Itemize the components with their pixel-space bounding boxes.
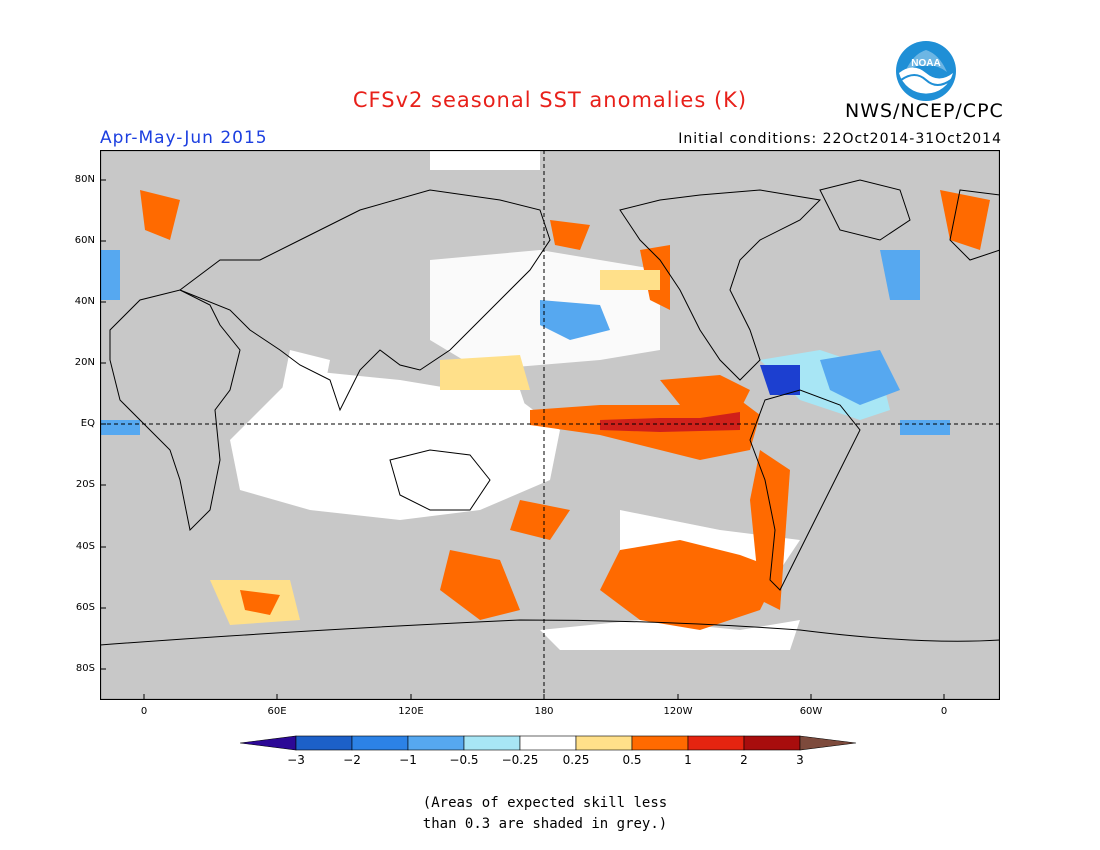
initial-conditions-label: Initial conditions: 22Oct2014-31Oct2014 xyxy=(678,131,1002,147)
lat-label-20s: 20S xyxy=(75,479,95,490)
colorbar-segment xyxy=(743,735,801,751)
footnote-line-1: (Areas of expected skill less xyxy=(422,795,668,811)
lon-label-0: 0 xyxy=(140,706,148,717)
lat-label-40s: 40S xyxy=(75,541,95,552)
colorbar-arrow-low xyxy=(240,735,297,751)
colorbar xyxy=(240,735,857,751)
colorbar-segment xyxy=(463,735,521,751)
warm-anomaly-region xyxy=(140,190,990,630)
colorbar-segment xyxy=(575,735,633,751)
lat-label-eq: EQ xyxy=(80,418,95,429)
lat-label-20n: 20N xyxy=(74,357,95,368)
lat-label-40n: 40N xyxy=(74,296,95,307)
colorbar-tick-label: 0.5 xyxy=(622,753,642,767)
lon-label-180: 180 xyxy=(534,706,554,717)
colorbar-tick-label: −2 xyxy=(343,753,361,767)
colorbar-tick-label: 3 xyxy=(796,753,804,767)
lon-label-60e: 60E xyxy=(267,706,287,717)
colorbar-segment xyxy=(407,735,465,751)
colorbar-segment xyxy=(631,735,689,751)
lat-label-60n: 60N xyxy=(74,235,95,246)
noaa-logo: NOAA xyxy=(896,41,956,101)
svg-text:NOAA: NOAA xyxy=(911,58,940,69)
colorbar-arrow-high xyxy=(799,735,857,751)
colorbar-segment xyxy=(351,735,409,751)
colorbar-tick-label: −3 xyxy=(287,753,305,767)
axis-ticks xyxy=(100,179,945,700)
lat-label-80s: 80S xyxy=(75,663,95,674)
footnote-line-2: than 0.3 are shaded in grey.) xyxy=(422,816,668,832)
lon-label-120e: 120E xyxy=(398,706,424,717)
cold-anomaly-region xyxy=(100,250,950,435)
lat-label-60s: 60S xyxy=(75,602,95,613)
colorbar-tick-label: −0.5 xyxy=(449,753,479,767)
colorbar-segment xyxy=(687,735,745,751)
map-frame xyxy=(100,150,1000,700)
colorbar-tick-label: −0.25 xyxy=(501,753,539,767)
colorbar-tick-label: 0.25 xyxy=(562,753,590,767)
colorbar-tick-label: −1 xyxy=(399,753,417,767)
lon-label-0-east: 0 xyxy=(940,706,948,717)
sst-anomaly-map xyxy=(100,150,1000,700)
lat-label-80n: 80N xyxy=(74,174,95,185)
chart-title: CFSv2 seasonal SST anomalies (K) xyxy=(352,88,748,112)
colorbar-segment xyxy=(519,735,577,751)
colorbar-segment xyxy=(295,735,353,751)
coastlines xyxy=(100,179,1000,646)
lon-label-120w: 120W xyxy=(663,706,693,717)
colorbar-tick-label: 2 xyxy=(740,753,748,767)
season-label: Apr-May-Jun 2015 xyxy=(100,128,268,148)
skill-footnote: (Areas of expected skill less than 0.3 a… xyxy=(0,793,1100,835)
colorbar-tick-label: 1 xyxy=(684,753,692,767)
agency-label: NWS/NCEP/CPC xyxy=(845,100,1004,122)
lon-label-60w: 60W xyxy=(799,706,823,717)
